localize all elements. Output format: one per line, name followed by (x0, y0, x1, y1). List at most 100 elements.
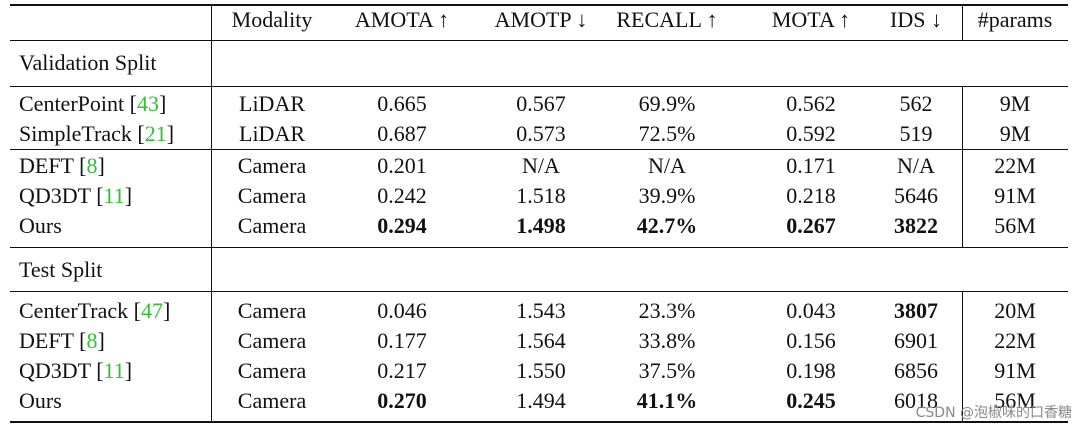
cell-mota: 0.562 (786, 91, 836, 116)
cell-params: 20M (994, 298, 1036, 323)
cell-recall: 37.5% (638, 358, 696, 383)
column-separator (962, 291, 963, 421)
cell-mota: 0.267 (786, 213, 836, 238)
cell-modality: Camera (237, 388, 307, 413)
cell-amotp: 0.573 (516, 121, 566, 146)
cell-amotp: 1.550 (516, 358, 566, 383)
cell-ids: 562 (899, 91, 933, 116)
citation-ref[interactable]: 11 (103, 358, 125, 383)
cell-amota: 0.270 (377, 388, 427, 413)
cell-ids: 5646 (894, 183, 938, 208)
column-header: MOTA ↑ (771, 7, 851, 32)
cell-modality: Camera (237, 183, 307, 208)
method-name: DEFT [8] (19, 328, 105, 353)
cell-amota: 0.665 (377, 91, 427, 116)
method-name: QD3DT [11] (19, 358, 133, 383)
cell-amota: 0.046 (377, 298, 427, 323)
column-separator (962, 6, 963, 40)
cell-recall: 33.8% (638, 328, 696, 353)
cell-amota: 0.242 (377, 183, 427, 208)
cell-modality: Camera (237, 153, 307, 178)
cell-mota: 0.171 (786, 153, 836, 178)
cell-amotp: 1.564 (516, 328, 566, 353)
cell-modality: Camera (237, 213, 307, 238)
cell-recall: 41.1% (636, 388, 698, 413)
section-rule (10, 86, 1068, 87)
cell-amota: 0.217 (377, 358, 427, 383)
cell-amotp: 1.543 (516, 298, 566, 323)
cell-params: 56M (994, 213, 1036, 238)
column-separator (211, 247, 212, 291)
citation-ref[interactable]: 21 (144, 121, 167, 146)
cell-ids: 519 (899, 121, 933, 146)
citation-ref[interactable]: 11 (103, 183, 125, 208)
column-header: IDS ↓ (890, 7, 942, 32)
cell-mota: 0.592 (786, 121, 836, 146)
method-name: CenterPoint [43] (19, 91, 167, 116)
cell-mota: 0.218 (786, 183, 836, 208)
method-name: Ours (19, 388, 62, 413)
citation-ref[interactable]: 43 (136, 91, 159, 116)
cell-ids: 6856 (894, 358, 938, 383)
column-header: AMOTP ↓ (494, 7, 588, 32)
cell-amotp: 1.494 (516, 388, 566, 413)
cell-amotp: 1.518 (516, 183, 566, 208)
cell-params: 22M (994, 328, 1036, 353)
cell-params: 91M (994, 358, 1036, 383)
cell-params: 22M (994, 153, 1036, 178)
method-name: DEFT [8] (19, 153, 105, 178)
group-rule (10, 149, 1068, 150)
top-rule (10, 4, 1068, 6)
citation-ref[interactable]: 8 (86, 328, 98, 353)
column-header: Modality (231, 7, 313, 32)
cell-mota: 0.198 (786, 358, 836, 383)
cell-params: 56M (994, 388, 1036, 413)
method-name: Ours (19, 213, 62, 238)
cell-params: 91M (994, 183, 1036, 208)
cell-amota: 0.177 (377, 328, 427, 353)
section-title: Validation Split (19, 50, 157, 75)
cell-recall: 42.7% (636, 213, 698, 238)
column-header: #params (977, 7, 1053, 32)
cell-mota: 0.245 (786, 388, 836, 413)
citation-ref[interactable]: 8 (86, 153, 98, 178)
method-name: SimpleTrack [21] (19, 121, 175, 146)
cell-ids: 3822 (894, 213, 938, 238)
cell-amota: 0.294 (377, 213, 427, 238)
column-separator (962, 86, 963, 247)
cell-recall: 39.9% (638, 183, 696, 208)
section-title: Test Split (19, 257, 103, 282)
cell-params: 9M (999, 91, 1031, 116)
cell-recall: 72.5% (638, 121, 696, 146)
cell-ids: 6901 (894, 328, 938, 353)
cell-modality: LiDAR (239, 121, 305, 146)
cell-modality: Camera (237, 328, 307, 353)
cell-recall: N/A (648, 153, 686, 178)
cell-ids: N/A (897, 153, 935, 178)
method-name: QD3DT [11] (19, 183, 133, 208)
bottom-rule (10, 421, 1068, 423)
cell-mota: 0.156 (786, 328, 836, 353)
section-rule (10, 247, 1068, 248)
cell-recall: 69.9% (638, 91, 696, 116)
cell-ids: 6018 (894, 388, 938, 413)
section-rule (10, 291, 1068, 292)
cell-ids: 3807 (894, 298, 938, 323)
column-header: AMOTA ↑ (354, 7, 450, 32)
cell-modality: Camera (237, 358, 307, 383)
cell-amotp: 1.498 (516, 213, 566, 238)
column-header: RECALL ↑ (616, 7, 718, 32)
cell-amotp: N/A (522, 153, 560, 178)
cell-mota: 0.043 (786, 298, 836, 323)
cell-modality: Camera (237, 298, 307, 323)
method-name: CenterTrack [47] (19, 298, 171, 323)
cell-modality: LiDAR (239, 91, 305, 116)
watermark: CSDN @泡椒味的口香糖 (915, 405, 1072, 421)
column-separator (211, 40, 212, 86)
cell-amotp: 0.567 (516, 91, 566, 116)
citation-ref[interactable]: 47 (141, 298, 163, 323)
cell-recall: 23.3% (638, 298, 696, 323)
cell-params: 9M (999, 121, 1031, 146)
cell-amota: 0.201 (377, 153, 427, 178)
